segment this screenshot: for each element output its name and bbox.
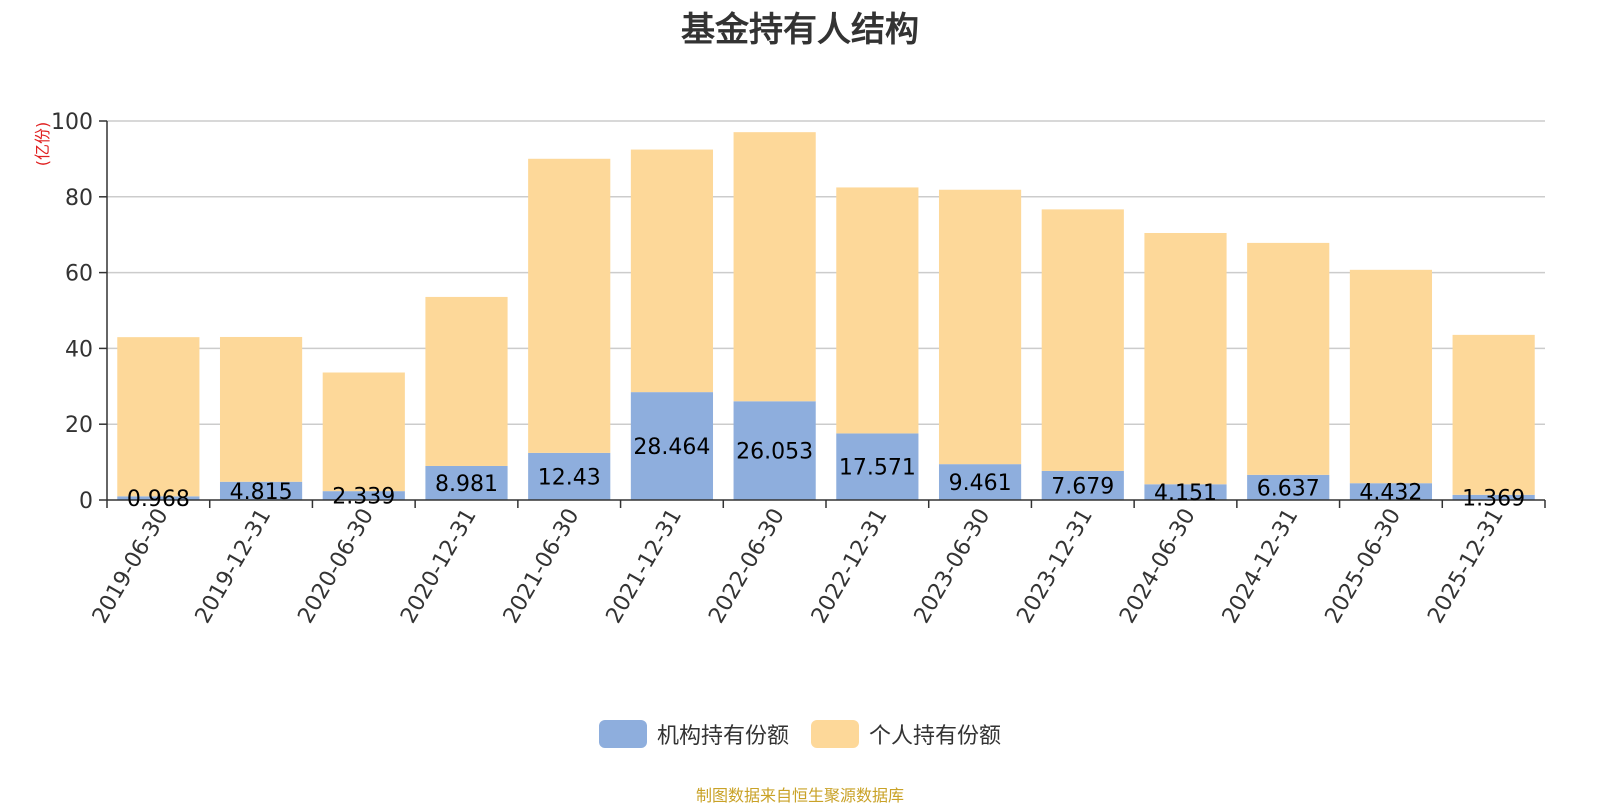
bar-institutional xyxy=(1349,483,1433,500)
bar-institutional xyxy=(1452,494,1535,500)
axes xyxy=(99,120,1546,508)
bar-individual xyxy=(528,158,611,453)
data-label-institutional: 0.968 xyxy=(127,487,190,512)
y-tick-label: 60 xyxy=(65,262,93,287)
x-tick-label: 2019-12-31 xyxy=(191,505,277,628)
bar-individual xyxy=(1144,232,1227,485)
x-tick-label: 2021-12-31 xyxy=(602,505,688,628)
bar-individual xyxy=(630,149,714,393)
source-footer: 制图数据来自恒生聚源数据库 xyxy=(695,786,904,805)
bar-institutional xyxy=(1144,484,1227,500)
bar-individual xyxy=(1452,334,1535,495)
bar-institutional xyxy=(1247,474,1330,500)
data-label-institutional: 4.815 xyxy=(230,480,293,505)
bar-institutional xyxy=(528,452,611,500)
x-tick-label: 2020-12-31 xyxy=(396,505,482,628)
bar-individual xyxy=(1247,242,1330,475)
bar-institutional xyxy=(938,464,1022,500)
data-label-institutional: 6.637 xyxy=(1257,476,1320,501)
bar-individual xyxy=(733,132,816,402)
legend: 机构持有份额 个人持有份额 xyxy=(0,718,1600,750)
data-label-institutional: 8.981 xyxy=(435,472,498,497)
legend-label-individual: 个人持有份额 xyxy=(869,724,1002,749)
data-label-institutional: 2.339 xyxy=(332,485,395,510)
legend-swatch-individual xyxy=(811,720,859,748)
bar-institutional xyxy=(733,401,816,500)
x-tick-label: 2024-12-31 xyxy=(1218,505,1304,628)
x-tick-label: 2019-06-30 xyxy=(88,505,174,628)
bar-individual xyxy=(836,187,919,434)
bar-institutional xyxy=(1041,470,1124,500)
x-tick-label: 2024-06-30 xyxy=(1115,505,1201,628)
bar-institutional xyxy=(117,496,200,500)
x-tick-label: 2022-06-30 xyxy=(704,505,790,628)
data-label-institutional: 28.464 xyxy=(633,435,710,460)
x-tick-label: 2020-06-30 xyxy=(293,505,379,628)
y-tick-label: 20 xyxy=(65,413,93,438)
y-tick-label: 100 xyxy=(51,110,93,135)
bar-individual xyxy=(938,189,1022,465)
bar-individual xyxy=(219,336,303,482)
data-label-institutional: 9.461 xyxy=(949,471,1012,496)
bar-institutional xyxy=(219,481,303,500)
bar-institutional xyxy=(630,392,714,500)
x-tick-label: 2023-12-31 xyxy=(1012,505,1098,628)
data-label-institutional: 7.679 xyxy=(1051,474,1114,499)
legend-item-institutional[interactable]: 机构持有份额 xyxy=(598,718,789,750)
legend-item-individual[interactable]: 个人持有份额 xyxy=(811,718,1001,750)
data-label-institutional: 4.432 xyxy=(1359,481,1422,506)
legend-label-institutional: 机构持有份额 xyxy=(656,724,789,749)
bar-individual xyxy=(1349,269,1433,484)
bar-individual xyxy=(425,296,508,466)
data-label-institutional: 1.369 xyxy=(1462,486,1525,511)
bar-institutional xyxy=(425,465,508,500)
bar-individual xyxy=(322,372,405,492)
x-tick-label: 2021-06-30 xyxy=(499,505,585,628)
x-tick-label: 2022-12-31 xyxy=(807,505,893,628)
bar-institutional xyxy=(836,433,919,500)
data-label-institutional: 17.571 xyxy=(839,456,916,481)
y-tick-label: 80 xyxy=(65,186,93,211)
bar-institutional xyxy=(322,491,405,500)
bar-individual xyxy=(1041,209,1124,471)
bars xyxy=(117,132,1535,500)
data-label-institutional: 4.151 xyxy=(1154,481,1217,506)
legend-swatch-institutional xyxy=(598,720,647,748)
y-tick-label: 0 xyxy=(79,489,93,514)
chart-title: 基金持有人结构 xyxy=(681,10,919,50)
data-label-institutional: 12.43 xyxy=(538,465,601,490)
x-tick-label: 2025-06-30 xyxy=(1321,505,1407,628)
bar-individual xyxy=(117,337,200,497)
data-label-institutional: 26.053 xyxy=(736,440,813,465)
x-tick-label: 2023-06-30 xyxy=(910,505,996,628)
x-tick-label: 2025-12-31 xyxy=(1423,505,1509,628)
y-tick-label: 40 xyxy=(65,337,93,362)
y-axis-unit-label: (亿份) xyxy=(33,122,52,167)
